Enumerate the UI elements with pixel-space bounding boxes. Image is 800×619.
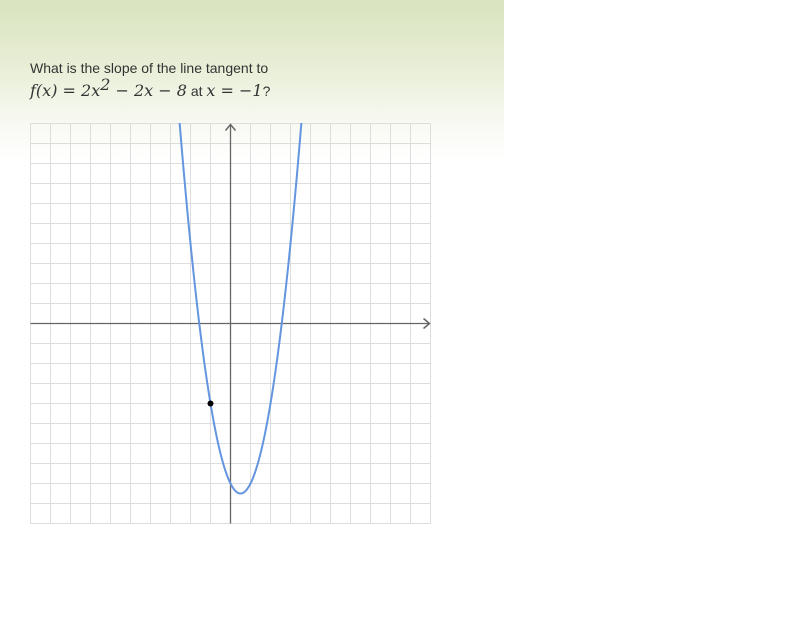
x-axis-arrow [423, 317, 431, 330]
exercise-panel [0, 0, 504, 619]
function-lhs: f(x) = 2x [30, 81, 101, 100]
tangent-point [207, 400, 214, 407]
y-axis-arrow [224, 123, 237, 131]
question-equation: f(x) = 2x2 − 2x − 8 at x = −1? [30, 77, 490, 102]
axes [30, 123, 431, 524]
point-expression: x = −1 [206, 81, 263, 100]
parabola-curve [178, 123, 303, 495]
question-prompt: What is the slope of the line tangent to [30, 60, 269, 76]
at-word: at [186, 83, 207, 99]
function-exponent: 2 [100, 75, 111, 94]
question-text: What is the slope of the line tangent to… [30, 60, 490, 102]
question-mark: ? [262, 83, 271, 99]
function-graph [30, 123, 431, 524]
function-rest: − 2x − 8 [110, 81, 187, 100]
